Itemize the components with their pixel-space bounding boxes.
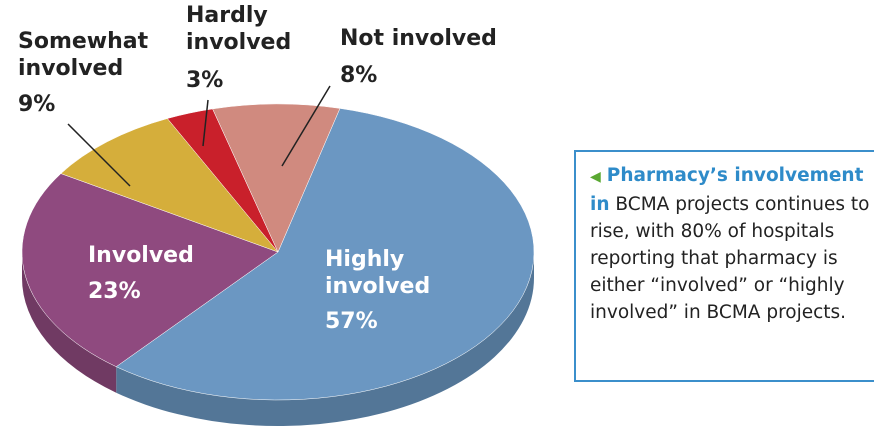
label-line: involved — [186, 30, 291, 55]
slice-label: Hardly involved — [186, 3, 291, 55]
caption-box: ◀ Pharmacy’s involvement in BCMA projects… — [574, 150, 874, 382]
leader-line — [67, 123, 131, 187]
label-line: Hardly — [186, 3, 268, 28]
slice — [21, 173, 279, 367]
slice — [212, 103, 341, 253]
caption-body: BCMA projects continues to rise, with 80… — [590, 194, 870, 323]
slice — [115, 108, 535, 401]
value-label: 23% — [88, 279, 141, 304]
value-label: 8% — [340, 63, 377, 88]
value-label: 3% — [186, 68, 223, 93]
value-label: 57% — [325, 309, 378, 334]
caption-lead: Pharmacy’s involvement in — [590, 165, 864, 215]
slice-side — [116, 252, 534, 426]
slice-label: Highly involved — [325, 247, 430, 299]
slice-side — [22, 252, 117, 393]
arrow-icon: ◀ — [590, 169, 601, 185]
leader-line — [202, 99, 209, 147]
slice-label: Involved — [88, 243, 194, 268]
slice-label: Not involved — [340, 26, 497, 51]
label-line: involved — [18, 56, 123, 81]
slice-label: Somewhat involved — [18, 29, 149, 81]
label-line: involved — [325, 274, 430, 299]
label-line: Somewhat — [18, 29, 149, 54]
slice — [60, 118, 279, 253]
label-line: Highly — [325, 247, 404, 272]
value-label: 9% — [18, 92, 55, 117]
leader-line — [281, 85, 331, 167]
